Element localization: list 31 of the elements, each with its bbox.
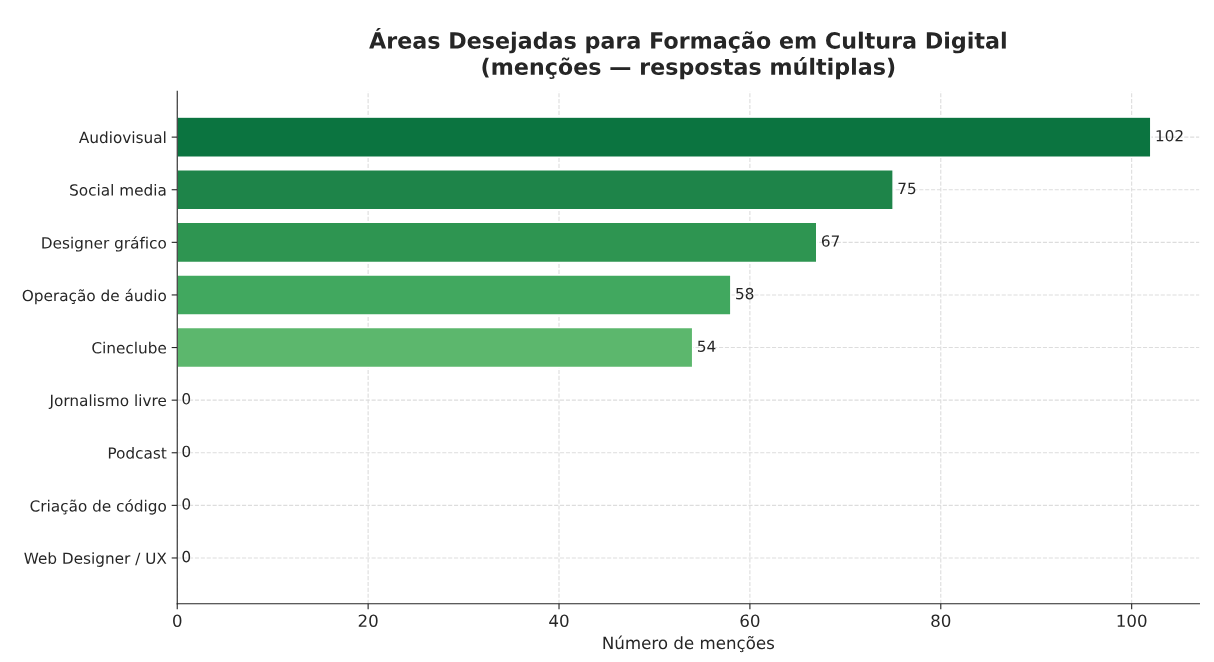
bar — [177, 169, 894, 211]
x-tick-label: 0 — [173, 614, 182, 628]
y-tick-label: Audiovisual — [78, 131, 166, 144]
y-tick-label: Podcast — [108, 446, 167, 459]
y-tick-label: Web Designer / UX — [24, 552, 167, 567]
x-tick-label: 40 — [549, 614, 569, 628]
data-label: 0 — [182, 550, 191, 563]
bar — [177, 274, 732, 316]
y-tick-label: Operação de áudio — [22, 288, 166, 305]
x-axis-title: Número de menções — [603, 635, 775, 653]
y-tick-label: Designer gráfico — [42, 236, 166, 252]
x-tick-label: 100 — [1117, 614, 1147, 628]
x-tick-label: 20 — [358, 614, 378, 628]
y-tick-label: Jornalismo livre — [48, 394, 167, 410]
chart-title: Áreas Desejadas para Formação em Cultura Digital (menções — respostas múltiplas) — [369, 28, 1006, 80]
bar — [177, 116, 1152, 158]
data-label: 58 — [736, 287, 754, 300]
data-label: 0 — [182, 498, 191, 510]
data-label: 0 — [182, 445, 191, 458]
bar — [177, 326, 694, 369]
data-label: 67 — [821, 235, 840, 247]
data-label: 54 — [697, 340, 716, 352]
data-label: 102 — [1156, 130, 1183, 142]
data-label: 0 — [182, 393, 191, 405]
data-label: 75 — [898, 182, 916, 195]
y-tick-label: Cineclube — [92, 341, 167, 354]
x-tick-label: 60 — [740, 614, 760, 628]
bar — [177, 221, 818, 264]
x-tick-label: 80 — [931, 614, 951, 628]
y-tick-label: Criação de código — [30, 499, 166, 515]
y-tick-label: Social media — [70, 183, 166, 196]
